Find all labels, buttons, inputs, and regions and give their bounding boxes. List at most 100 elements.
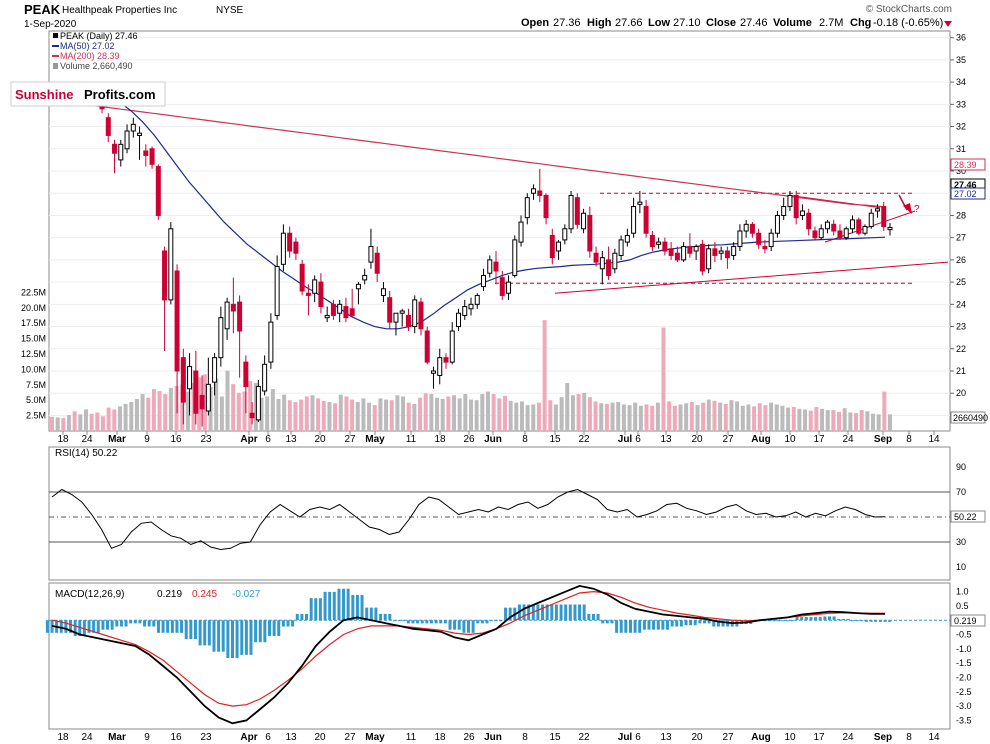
x-tick-label: 8 — [906, 434, 912, 445]
macd-histogram-bar — [698, 620, 702, 624]
macd-signal-line — [51, 590, 885, 707]
x-tick-label: 26 — [463, 732, 475, 743]
macd-histogram-bar — [781, 620, 785, 622]
volume-bar — [412, 403, 417, 431]
rsi-value-box — [950, 510, 986, 523]
macd-histogram-bar — [360, 595, 364, 621]
macd-histogram-bar — [652, 620, 656, 630]
volume-tick-label: 10.0M — [21, 364, 46, 374]
macd-histogram-bar — [230, 620, 234, 659]
volume-bar — [321, 400, 326, 431]
macd-histogram-bar — [351, 595, 355, 621]
x-tick-label: Jun — [484, 434, 502, 445]
macd-histogram-bar — [240, 620, 244, 655]
macd-histogram-bar — [721, 620, 725, 627]
candle-body — [737, 230, 743, 248]
macd-histogram-bar — [453, 620, 457, 630]
legend-price-swatch — [53, 33, 58, 38]
macd-histogram-bar — [670, 620, 674, 627]
volume-bar — [661, 327, 666, 431]
volume-bar — [757, 403, 762, 431]
x-tick-label: 13 — [285, 732, 297, 743]
x-tick-label: 24 — [81, 434, 93, 445]
price-tick-label: 33 — [956, 99, 966, 109]
x-tick-label: 10 — [784, 732, 796, 743]
volume-tick-label: 5.0M — [26, 395, 46, 405]
x-tick-label: 6 — [265, 434, 271, 445]
legend-volume-swatch — [53, 63, 58, 69]
macd-histogram-bar — [499, 620, 503, 622]
volume-tick-label: 2.5M — [26, 411, 46, 421]
volume-bar — [837, 411, 842, 431]
candle-body — [374, 252, 380, 274]
candle-body — [618, 239, 624, 256]
macd-histogram-bar — [772, 620, 776, 622]
candle-body — [312, 279, 318, 294]
ma200-line — [49, 99, 886, 208]
volume-bar — [106, 407, 111, 431]
macd-histogram-bar — [855, 620, 859, 622]
macd-histogram-bar — [869, 620, 873, 622]
volume-bar — [265, 396, 270, 431]
macd-histogram-bar — [383, 613, 387, 621]
volume-axis: 22.5M 20.0M 17.5M 15.0M 12.5M 10.0M 7.5M 5.0M 2.… — [21, 287, 46, 420]
macd-histogram-bar — [309, 598, 313, 621]
volume-bar — [457, 398, 462, 431]
volume-bar — [100, 416, 105, 431]
candle-body — [118, 143, 124, 161]
x-tick-label: Sep — [874, 434, 892, 445]
volume-tick-label: 12.5M — [21, 349, 46, 359]
volume-bar — [248, 381, 253, 431]
macd-histogram-bar — [851, 620, 855, 622]
legend-ma50: MA(50) 27.02 — [60, 41, 115, 51]
candle-body — [243, 361, 249, 388]
x-tick-label: May — [365, 732, 385, 743]
macd-histogram-bar — [106, 620, 110, 630]
candle-body — [405, 314, 411, 328]
candle-body — [799, 210, 805, 216]
volume-bar — [848, 412, 853, 431]
chart-date: 1-Sep-2020 — [24, 19, 77, 30]
macd-histogram-bar — [485, 620, 489, 624]
macd-histogram-bar — [416, 620, 420, 624]
macd-histogram-bar — [277, 620, 281, 636]
volume-bar — [763, 405, 768, 431]
candle-body — [693, 246, 699, 252]
volume-bar — [565, 382, 570, 431]
volume-bar — [83, 409, 88, 431]
macd-histogram-bar — [656, 620, 660, 630]
volume-bars — [50, 320, 892, 431]
macd-histogram-bar — [96, 620, 100, 633]
macd-histogram-bar — [203, 620, 207, 646]
candle-body — [518, 221, 524, 243]
volume-bar — [242, 391, 247, 431]
volume-bar — [582, 392, 587, 431]
macd-histogram-bar — [369, 607, 373, 621]
candle-body — [606, 259, 612, 276]
x-tick-label: 15 — [549, 732, 561, 743]
macd-histogram-bar — [119, 620, 123, 627]
candle-body — [743, 223, 749, 232]
candle-body — [330, 303, 336, 316]
volume-bar — [842, 408, 847, 431]
candle-body — [674, 252, 680, 261]
company-name: Healthpeak Properties Inc — [62, 5, 177, 16]
candle-body — [462, 306, 468, 316]
price-tick-label: 35 — [956, 55, 966, 65]
macd-histogram-bar — [837, 618, 841, 621]
macd-histogram-bar — [425, 620, 429, 624]
candle-body — [781, 206, 787, 216]
exchange-label: NYSE — [216, 5, 244, 16]
trend-line — [554, 261, 949, 294]
volume-bar — [129, 402, 134, 431]
x-tick-label: Apr — [240, 434, 257, 445]
down-arrow-icon — [944, 21, 952, 27]
volume-bar — [197, 377, 202, 431]
macd-histogram-bar — [318, 598, 322, 621]
macd-histogram-bar — [328, 591, 332, 621]
candle-body — [337, 303, 343, 314]
macd-panel — [48, 582, 951, 730]
macd-histogram-bar — [818, 617, 822, 621]
macd-histogram-bar — [462, 620, 466, 633]
x-tick-label: 16 — [170, 434, 182, 445]
